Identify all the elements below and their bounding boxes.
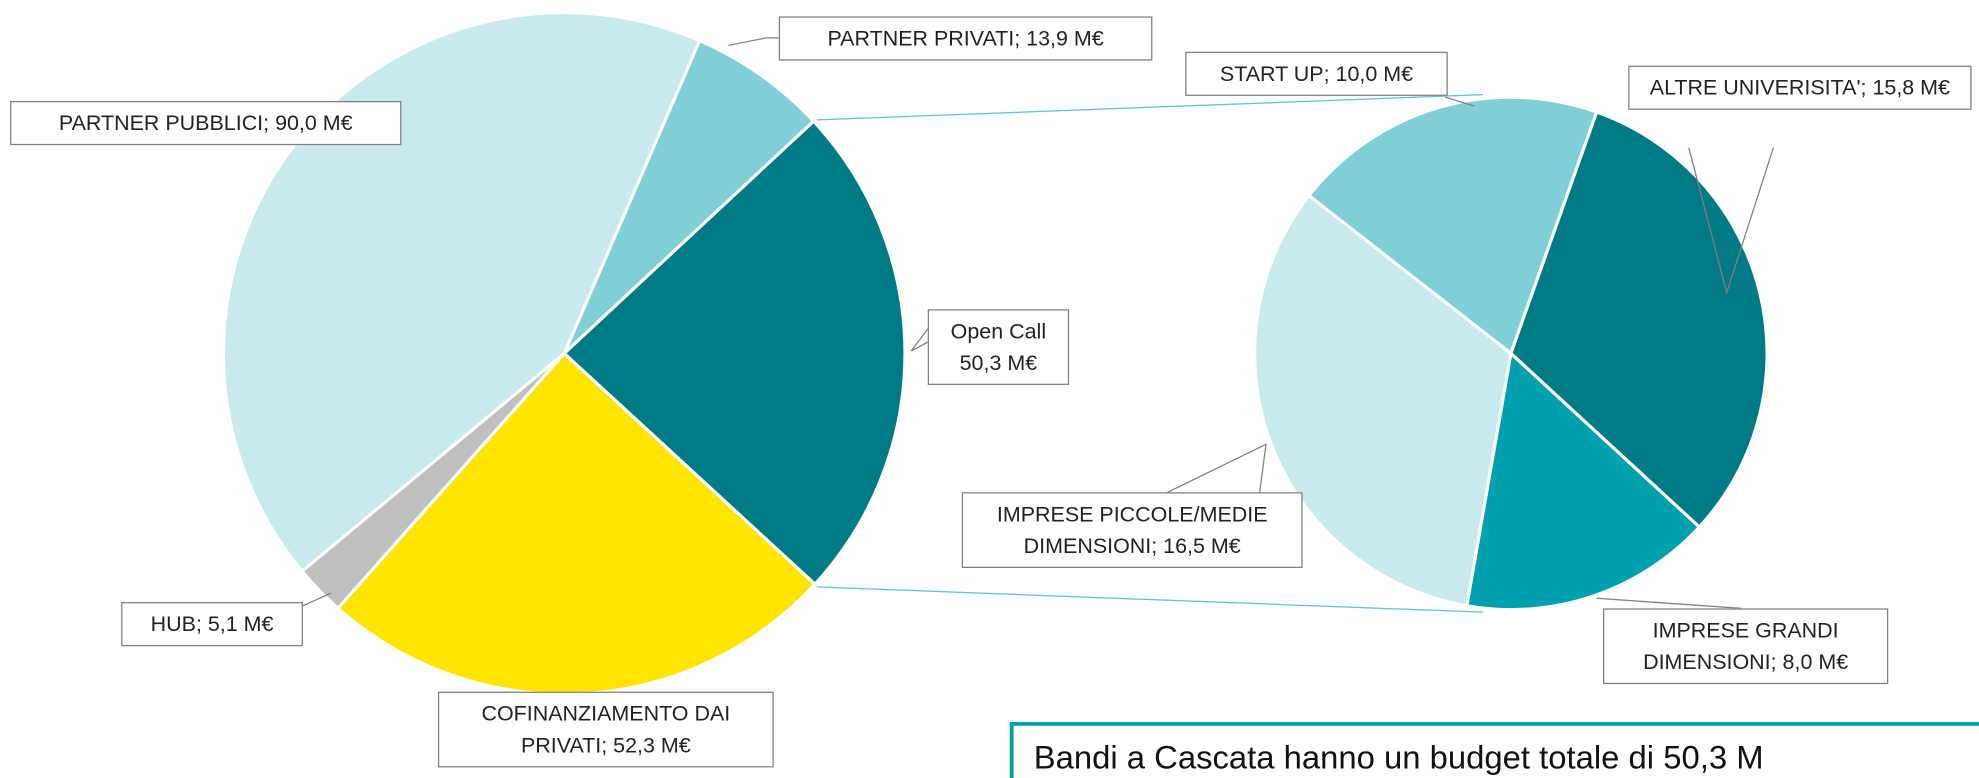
pie-slice [1306,95,1599,357]
leader-line [910,325,931,352]
pie-slice [221,11,702,574]
pie-slice [1509,109,1769,530]
leader-line [1688,147,1774,296]
data-label: COFINANZIAMENTO DAI PRIVATI; 52,3 M€ [437,691,774,768]
annotation: Bandi a Cascata hanno un budget totale d… [1009,721,1979,778]
pie-slice [562,38,816,355]
data-label: PARTNER PUBBLICI; 90,0 M€ [10,100,402,146]
leader-line [302,592,331,607]
pie-slice [1464,350,1702,612]
leader-line [1167,443,1267,493]
leader-line [1596,597,1742,610]
data-label: ALTRE UNIVERISITA'; 15,8 M€ [1628,65,1972,110]
data-label: IMPRESE PICCOLE/MEDIE DIMENSIONI; 16,5 M… [961,492,1303,568]
connector [816,586,1484,613]
connector [816,94,1484,121]
data-label: HUB; 5,1 M€ [121,602,303,647]
leader-lines [302,37,1774,610]
leader-line [728,37,779,47]
data-label: IMPRESE GRANDI DIMENSIONI; 8,0 M€ [1602,608,1889,685]
data-label: Open Call 50,3 M€ [927,309,1070,385]
slices [221,11,1769,696]
data-label: PARTNER PRIVATI; 13,9 M€ [778,16,1153,61]
data-label: START UP; 10,0 M€ [1185,51,1448,96]
pie-slice [561,118,907,587]
leader-line [1445,96,1475,107]
pie-slice [1253,193,1513,608]
